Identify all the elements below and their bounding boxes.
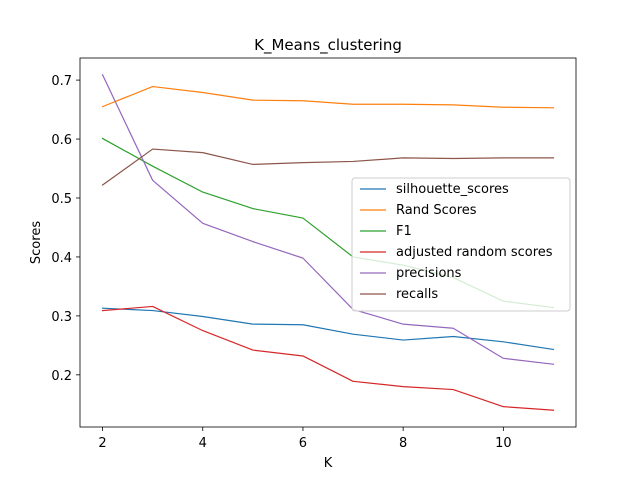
series-line-0 xyxy=(101,307,555,351)
x-tick-label: 4 xyxy=(199,436,207,451)
x-tick-label: 2 xyxy=(98,436,106,451)
series-line-3 xyxy=(101,305,555,411)
legend-label-1: Rand Scores xyxy=(396,203,477,218)
legend-label-2: F1 xyxy=(396,224,412,239)
series-line-4 xyxy=(101,74,555,365)
y-tick-label: 0.7 xyxy=(51,74,72,89)
x-tick-label: 10 xyxy=(495,436,512,451)
y-tick-label: 0.2 xyxy=(51,369,72,384)
x-tick-label: 6 xyxy=(299,436,307,451)
series-line-5 xyxy=(101,148,555,186)
x-axis-label: K xyxy=(324,456,333,471)
legend-box xyxy=(351,177,571,312)
legend: silhouette_scores Rand Scores F1 adjusted r… xyxy=(351,177,571,312)
chart-title: K_Means_clustering xyxy=(254,36,402,55)
y-tick-label: 0.6 xyxy=(51,133,72,148)
legend-label-0: silhouette_scores xyxy=(396,182,509,197)
y-axis-label: Scores xyxy=(29,221,44,264)
y-tick-label: 0.5 xyxy=(51,192,72,207)
legend-label-4: precisions xyxy=(396,266,462,281)
series-line-1 xyxy=(101,85,555,109)
y-tick-label: 0.3 xyxy=(51,310,72,325)
x-tick-label: 8 xyxy=(399,436,407,451)
y-tick-label: 0.4 xyxy=(51,251,72,266)
axis-ticks: 2 4 6 8 10 0.2 0.3 0.4 0.5 0.6 0.7 xyxy=(51,74,511,451)
series-lines xyxy=(101,74,555,411)
legend-label-5: recalls xyxy=(396,287,438,302)
legend-label-3: adjusted random scores xyxy=(396,245,553,260)
axes-frame xyxy=(79,57,577,428)
